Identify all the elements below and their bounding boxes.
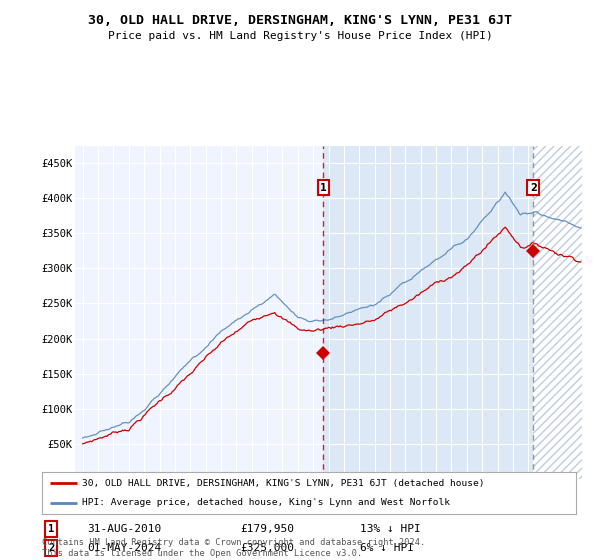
Text: £325,000: £325,000 [240, 543, 294, 553]
Text: HPI: Average price, detached house, King's Lynn and West Norfolk: HPI: Average price, detached house, King… [82, 498, 450, 507]
Bar [323, 146, 533, 479]
Text: 2: 2 [530, 183, 536, 193]
Text: £179,950: £179,950 [240, 524, 294, 534]
Text: 6% ↓ HPI: 6% ↓ HPI [360, 543, 414, 553]
Bar [533, 146, 582, 479]
Text: 2: 2 [48, 543, 54, 553]
Bar [533, 146, 582, 479]
Text: 1: 1 [48, 524, 54, 534]
Text: Contains HM Land Registry data © Crown copyright and database right 2024.
This d: Contains HM Land Registry data © Crown c… [42, 538, 425, 558]
Text: 01-MAY-2024: 01-MAY-2024 [87, 543, 161, 553]
Text: 30, OLD HALL DRIVE, DERSINGHAM, KING'S LYNN, PE31 6JT: 30, OLD HALL DRIVE, DERSINGHAM, KING'S L… [88, 14, 512, 27]
Text: 30, OLD HALL DRIVE, DERSINGHAM, KING'S LYNN, PE31 6JT (detached house): 30, OLD HALL DRIVE, DERSINGHAM, KING'S L… [82, 479, 485, 488]
Text: 31-AUG-2010: 31-AUG-2010 [87, 524, 161, 534]
Text: 1: 1 [320, 183, 327, 193]
Text: Price paid vs. HM Land Registry's House Price Index (HPI): Price paid vs. HM Land Registry's House … [107, 31, 493, 41]
Text: 13% ↓ HPI: 13% ↓ HPI [360, 524, 421, 534]
